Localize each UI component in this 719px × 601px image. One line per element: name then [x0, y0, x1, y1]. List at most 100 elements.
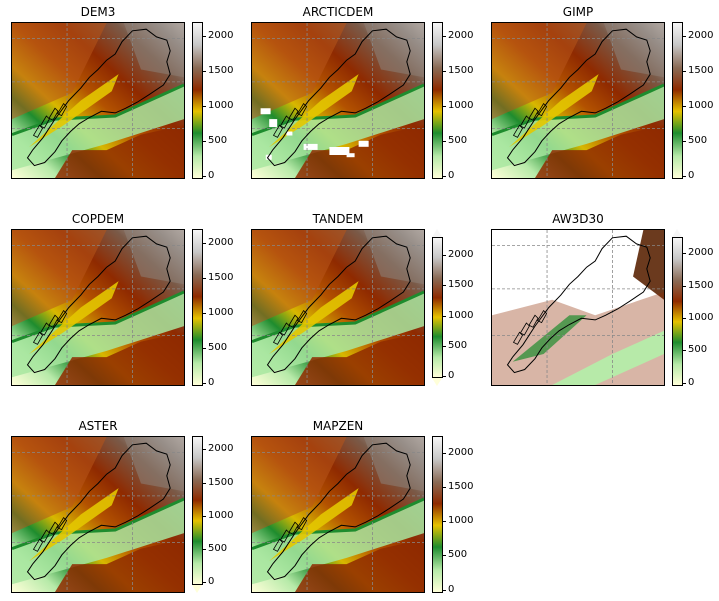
- colorbar-tick-label: 500: [448, 135, 468, 146]
- colorbar-tick-label: 2000: [448, 249, 474, 260]
- colorbar-tick-mark: [203, 383, 206, 384]
- elevation-map: [491, 229, 665, 386]
- panel-title: AW3D30: [552, 212, 604, 226]
- colorbar-tick-label: 1500: [448, 65, 474, 76]
- panel-title: COPDEM: [71, 212, 125, 226]
- elevation-map: [11, 229, 185, 386]
- colorbar-tick-label: 1000: [688, 312, 714, 323]
- colorbar-tick-mark: [203, 483, 206, 484]
- colorbar-tick-mark: [203, 516, 206, 517]
- colorbar-tick-label: 500: [448, 549, 468, 560]
- colorbar-tick-label: 0: [448, 170, 455, 181]
- colorbar-tick-label: 0: [208, 377, 215, 388]
- colorbar-tick-label: 2000: [208, 237, 234, 248]
- colorbar-tick-label: 500: [208, 342, 228, 353]
- elevation-raster: [252, 437, 424, 592]
- colorbar-tick-label: 1500: [688, 65, 714, 76]
- colorbar-tick-mark: [683, 383, 686, 384]
- colorbar-tick-mark: [203, 36, 206, 37]
- colorbar-tick-label: 500: [208, 543, 228, 554]
- colorbar-tick-label: 500: [208, 135, 228, 146]
- colorbar-tick-mark: [443, 316, 446, 317]
- colorbar-tick-label: 1000: [208, 510, 234, 521]
- colorbar: [432, 436, 443, 593]
- colorbar: [432, 237, 443, 378]
- elevation-raster: [252, 23, 424, 178]
- colorbar-tick-mark: [683, 318, 686, 319]
- colorbar-tick-mark: [443, 176, 446, 177]
- panel-title: GIMP: [562, 5, 594, 19]
- colorbar-tick-label: 2000: [208, 443, 234, 454]
- colorbar-tick-mark: [443, 346, 446, 347]
- colorbar-tick-label: 1000: [448, 515, 474, 526]
- colorbar-tick-mark: [203, 278, 206, 279]
- elevation-raster: [492, 230, 664, 385]
- colorbar-tick-label: 2000: [448, 447, 474, 458]
- panel-title: TANDEM: [312, 212, 364, 226]
- colorbar-tick-mark: [443, 106, 446, 107]
- colorbar-tick-label: 1000: [448, 100, 474, 111]
- colorbar-tick-mark: [203, 348, 206, 349]
- colorbar-tick-label: 1000: [688, 100, 714, 111]
- colorbar: [192, 436, 203, 585]
- colorbar-tick-label: 0: [448, 370, 455, 381]
- colorbar-tick-mark: [203, 449, 206, 450]
- colorbar-tick-label: 2000: [448, 30, 474, 41]
- colorbar-tick-mark: [443, 71, 446, 72]
- colorbar-tick-mark: [683, 286, 686, 287]
- colorbar: [432, 22, 443, 179]
- colorbar-tick-mark: [203, 313, 206, 314]
- elevation-map: [251, 22, 425, 179]
- colorbar-tick-label: 2000: [208, 30, 234, 41]
- colorbar: [192, 229, 203, 386]
- colorbar-tick-label: 0: [688, 377, 695, 388]
- colorbar-tick-mark: [443, 255, 446, 256]
- colorbar-tick-label: 1000: [208, 307, 234, 318]
- colorbar-tick-label: 0: [208, 576, 215, 587]
- colorbar-tick-mark: [683, 71, 686, 72]
- colorbar-tick-label: 1000: [448, 310, 474, 321]
- colorbar-tick-mark: [203, 549, 206, 550]
- colorbar-tick-mark: [443, 285, 446, 286]
- colorbar-tick-label: 1500: [208, 65, 234, 76]
- colorbar-tick-label: 500: [448, 340, 468, 351]
- colorbar-tick-mark: [203, 71, 206, 72]
- colorbar-tick-mark: [443, 521, 446, 522]
- colorbar-tick-label: 0: [448, 584, 455, 595]
- colorbar-tick-mark: [443, 376, 446, 377]
- colorbar-tick-mark: [683, 350, 686, 351]
- colorbar: [672, 22, 683, 179]
- colorbar-tick-label: 500: [688, 344, 708, 355]
- elevation-raster: [12, 23, 184, 178]
- elevation-map: [251, 436, 425, 593]
- colorbar-tick-mark: [683, 141, 686, 142]
- elevation-raster: [252, 230, 424, 385]
- colorbar: [672, 237, 683, 386]
- panel-title: ARCTICDEM: [302, 5, 374, 19]
- colorbar-tick-mark: [443, 141, 446, 142]
- colorbar-tick-mark: [203, 106, 206, 107]
- elevation-map: [11, 436, 185, 593]
- colorbar-tick-label: 1000: [208, 100, 234, 111]
- elevation-raster: [12, 230, 184, 385]
- colorbar-tick-label: 1500: [688, 280, 714, 291]
- elevation-map: [11, 22, 185, 179]
- panel-title: ASTER: [78, 419, 118, 433]
- colorbar-tick-mark: [683, 176, 686, 177]
- colorbar-tick-label: 1500: [208, 272, 234, 283]
- colorbar-tick-mark: [443, 487, 446, 488]
- elevation-map: [491, 22, 665, 179]
- elevation-raster: [12, 437, 184, 592]
- colorbar-tick-label: 0: [688, 170, 695, 181]
- colorbar-tick-mark: [443, 555, 446, 556]
- colorbar-tick-label: 0: [208, 170, 215, 181]
- colorbar-extend-max-arrow: [432, 229, 442, 237]
- panel-title: DEM3: [80, 5, 116, 19]
- elevation-raster: [492, 23, 664, 178]
- colorbar-tick-label: 2000: [688, 247, 714, 258]
- colorbar-extend-min-arrow: [192, 585, 202, 593]
- colorbar-tick-mark: [443, 36, 446, 37]
- colorbar-tick-mark: [203, 243, 206, 244]
- colorbar-extend-max-arrow: [672, 229, 682, 237]
- colorbar-tick-label: 2000: [688, 30, 714, 41]
